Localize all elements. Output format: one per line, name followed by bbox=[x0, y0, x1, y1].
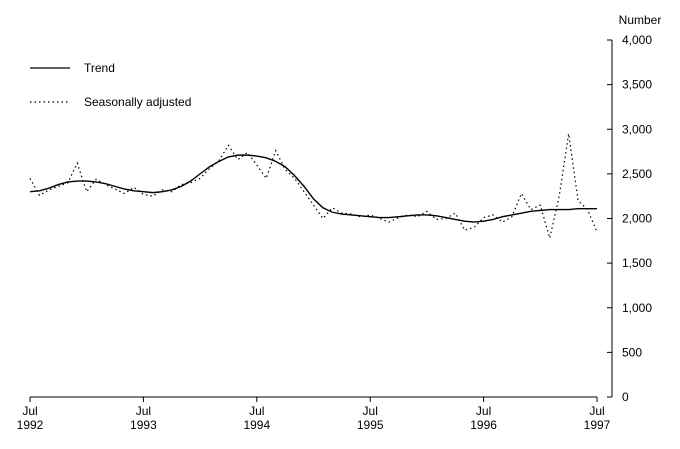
y-tick-label: 4,000 bbox=[622, 33, 652, 47]
x-tick-label: Jul 1992 bbox=[17, 404, 44, 432]
y-tick-label: 1,000 bbox=[622, 301, 652, 315]
y-tick-label: 3,000 bbox=[622, 122, 652, 136]
y-tick-label: 2,500 bbox=[622, 167, 652, 181]
x-tick-label: Jul 1995 bbox=[357, 404, 384, 432]
x-tick-label: Jul 1996 bbox=[470, 404, 497, 432]
y-tick-label: 0 bbox=[622, 390, 629, 404]
x-tick-label: Jul 1993 bbox=[130, 404, 157, 432]
series-line bbox=[29, 133, 598, 239]
legend-label: Seasonally adjusted bbox=[84, 95, 191, 109]
series-line bbox=[29, 154, 597, 223]
y-tick-label: 500 bbox=[622, 345, 642, 359]
x-tick-label: Jul 1997 bbox=[584, 404, 611, 432]
y-tick-label: 2,000 bbox=[622, 212, 652, 226]
y-axis-label: Number bbox=[619, 13, 662, 27]
legend-label: Trend bbox=[84, 61, 115, 75]
y-tick-label: 1,500 bbox=[622, 256, 652, 270]
x-tick-label: Jul 1994 bbox=[243, 404, 270, 432]
y-tick-label: 3,500 bbox=[622, 78, 652, 92]
